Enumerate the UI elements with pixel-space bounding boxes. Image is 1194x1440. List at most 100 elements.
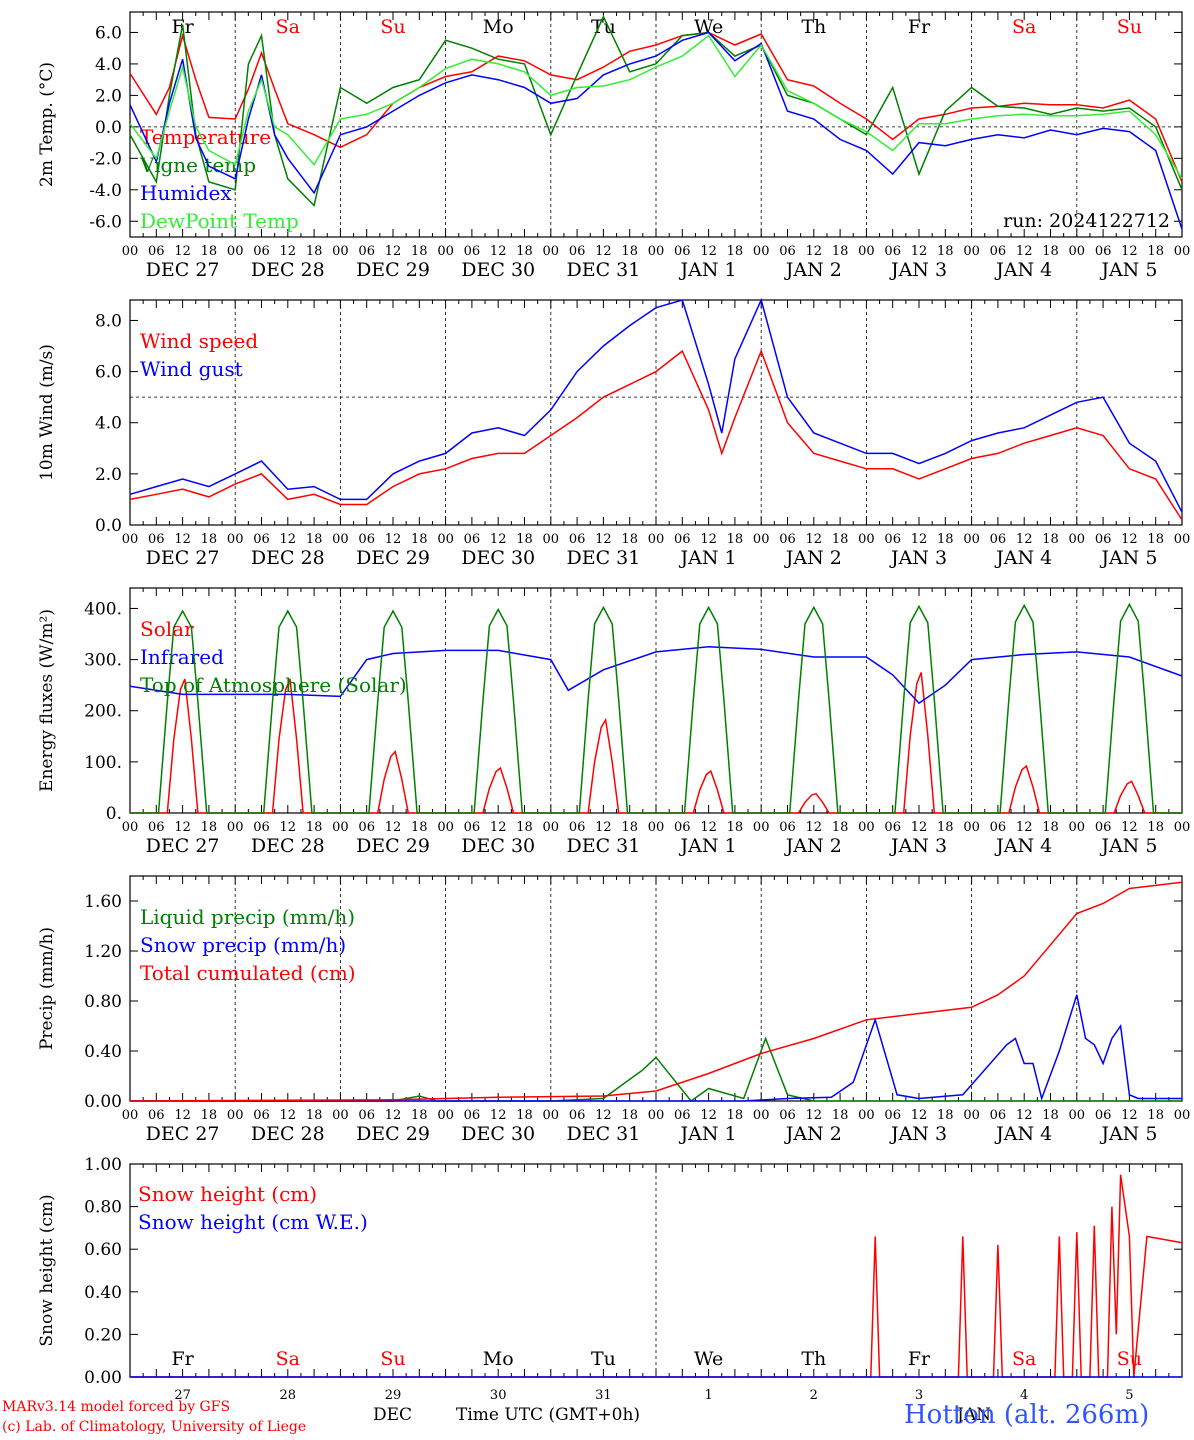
weekday-label: Su <box>380 16 405 38</box>
hour-tick-label: 00 <box>1069 244 1086 259</box>
hour-tick-label: 12 <box>490 1108 507 1123</box>
hour-tick-label: 12 <box>911 820 928 835</box>
day-number-label: 28 <box>280 1388 297 1403</box>
y-tick-label: 4.0 <box>95 55 122 75</box>
series-line-1 <box>130 994 1182 1102</box>
hour-tick-label: 06 <box>674 1108 691 1123</box>
hour-tick-label: 12 <box>806 244 823 259</box>
y-tick-label: 0.20 <box>84 1325 122 1345</box>
day-number-label: 1 <box>704 1388 712 1403</box>
hour-tick-label: 12 <box>1121 820 1138 835</box>
y-tick-label: 6.0 <box>95 23 122 43</box>
date-label: DEC 29 <box>356 1123 430 1145</box>
date-label: DEC 31 <box>566 547 640 569</box>
hour-tick-label: 18 <box>621 244 638 259</box>
day-number-label: 4 <box>1020 1388 1028 1403</box>
hour-tick-label: 06 <box>148 244 165 259</box>
series-line-3 <box>129 34 1183 180</box>
date-label: JAN 3 <box>889 259 947 281</box>
lab-credit: (c) Lab. of Climatology, University of L… <box>2 1419 307 1435</box>
hour-tick-label: 06 <box>990 532 1007 547</box>
hour-tick-label: 00 <box>437 1108 454 1123</box>
hour-tick-label: 06 <box>674 244 691 259</box>
series-line-1 <box>129 14 1183 208</box>
series-line-1 <box>129 297 1183 513</box>
date-label: DEC 28 <box>251 835 325 857</box>
weekday-label: Sa <box>1012 16 1036 38</box>
y-tick-label: 0.40 <box>84 1042 122 1062</box>
hour-tick-label: 12 <box>911 532 928 547</box>
hour-tick-label: 00 <box>227 244 244 259</box>
weekday-label: Sa <box>276 1348 300 1370</box>
date-label: JAN 5 <box>1099 1123 1157 1145</box>
hour-tick-label: 00 <box>858 532 875 547</box>
date-label: DEC 27 <box>146 835 220 857</box>
date-label: DEC 28 <box>251 1123 325 1145</box>
day-number-label: 3 <box>915 1388 923 1403</box>
hour-tick-label: 00 <box>437 820 454 835</box>
hour-tick-label: 00 <box>437 244 454 259</box>
y-tick-label: 8.0 <box>95 311 122 331</box>
month-label-jan: JAN <box>957 1405 991 1425</box>
weekday-label: Th <box>801 1348 826 1370</box>
weekday-label: Tu <box>591 16 616 38</box>
hour-tick-label: 00 <box>648 244 665 259</box>
y-tick-label: 6.0 <box>95 363 122 383</box>
hour-tick-label: 00 <box>332 820 349 835</box>
hour-tick-label: 12 <box>174 532 191 547</box>
hour-tick-label: 06 <box>990 820 1007 835</box>
hour-tick-label: 18 <box>727 244 744 259</box>
hour-tick-label: 06 <box>464 820 481 835</box>
date-label: DEC 30 <box>461 835 535 857</box>
hour-tick-label: 00 <box>543 820 560 835</box>
hour-tick-label: 00 <box>1174 820 1191 835</box>
y-tick-label: 0.0 <box>95 516 122 536</box>
hour-tick-label: 00 <box>963 820 980 835</box>
hour-tick-label: 12 <box>174 820 191 835</box>
series-line-0 <box>129 31 1183 183</box>
hour-tick-label: 18 <box>1042 820 1059 835</box>
date-label: DEC 30 <box>461 547 535 569</box>
y-tick-label: 0.60 <box>84 1240 122 1260</box>
hour-tick-label: 18 <box>411 1108 428 1123</box>
day-number-label: 27 <box>174 1388 191 1403</box>
hour-tick-label: 18 <box>832 820 849 835</box>
hour-tick-label: 18 <box>937 820 954 835</box>
legend-entry: Total cumulated (cm) <box>140 961 356 985</box>
weekday-label: Su <box>1117 16 1142 38</box>
hour-tick-label: 00 <box>332 1108 349 1123</box>
hour-tick-label: 00 <box>963 532 980 547</box>
date-label: DEC 29 <box>356 547 430 569</box>
hour-tick-label: 18 <box>832 532 849 547</box>
hour-tick-label: 18 <box>306 244 323 259</box>
date-label: DEC 31 <box>566 259 640 281</box>
weekday-label: Su <box>1117 1348 1142 1370</box>
hour-tick-label: 06 <box>253 532 270 547</box>
legend-entry: Solar <box>140 617 194 641</box>
weekday-label: Su <box>380 1348 405 1370</box>
hour-tick-label: 06 <box>358 532 375 547</box>
month-label-dec: DEC <box>373 1405 413 1425</box>
hour-tick-label: 06 <box>1095 244 1112 259</box>
hour-tick-label: 06 <box>779 244 796 259</box>
hour-tick-label: 12 <box>595 1108 612 1123</box>
hour-tick-label: 12 <box>1121 244 1138 259</box>
hour-tick-label: 18 <box>201 820 218 835</box>
hour-tick-label: 06 <box>884 244 901 259</box>
date-label: DEC 27 <box>146 547 220 569</box>
hour-tick-label: 00 <box>227 1108 244 1123</box>
series-line-2 <box>130 602 1182 814</box>
hour-tick-label: 12 <box>1016 1108 1033 1123</box>
legend-entry: Snow height (cm W.E.) <box>138 1210 368 1234</box>
hour-tick-label: 12 <box>280 1108 297 1123</box>
model-credit: MARv3.14 model forced by GFS <box>2 1399 231 1415</box>
station-label: Hotton (alt. 266m) <box>904 1400 1150 1430</box>
hour-tick-label: 06 <box>148 820 165 835</box>
y-tick-label: 1.00 <box>84 1155 122 1175</box>
weekday-label: We <box>694 16 723 38</box>
hour-tick-label: 18 <box>1042 244 1059 259</box>
hour-tick-label: 12 <box>1016 244 1033 259</box>
y-axis-label: Precip (mm/h) <box>37 927 57 1050</box>
hour-tick-label: 06 <box>569 1108 586 1123</box>
weekday-label: Tu <box>591 1348 616 1370</box>
